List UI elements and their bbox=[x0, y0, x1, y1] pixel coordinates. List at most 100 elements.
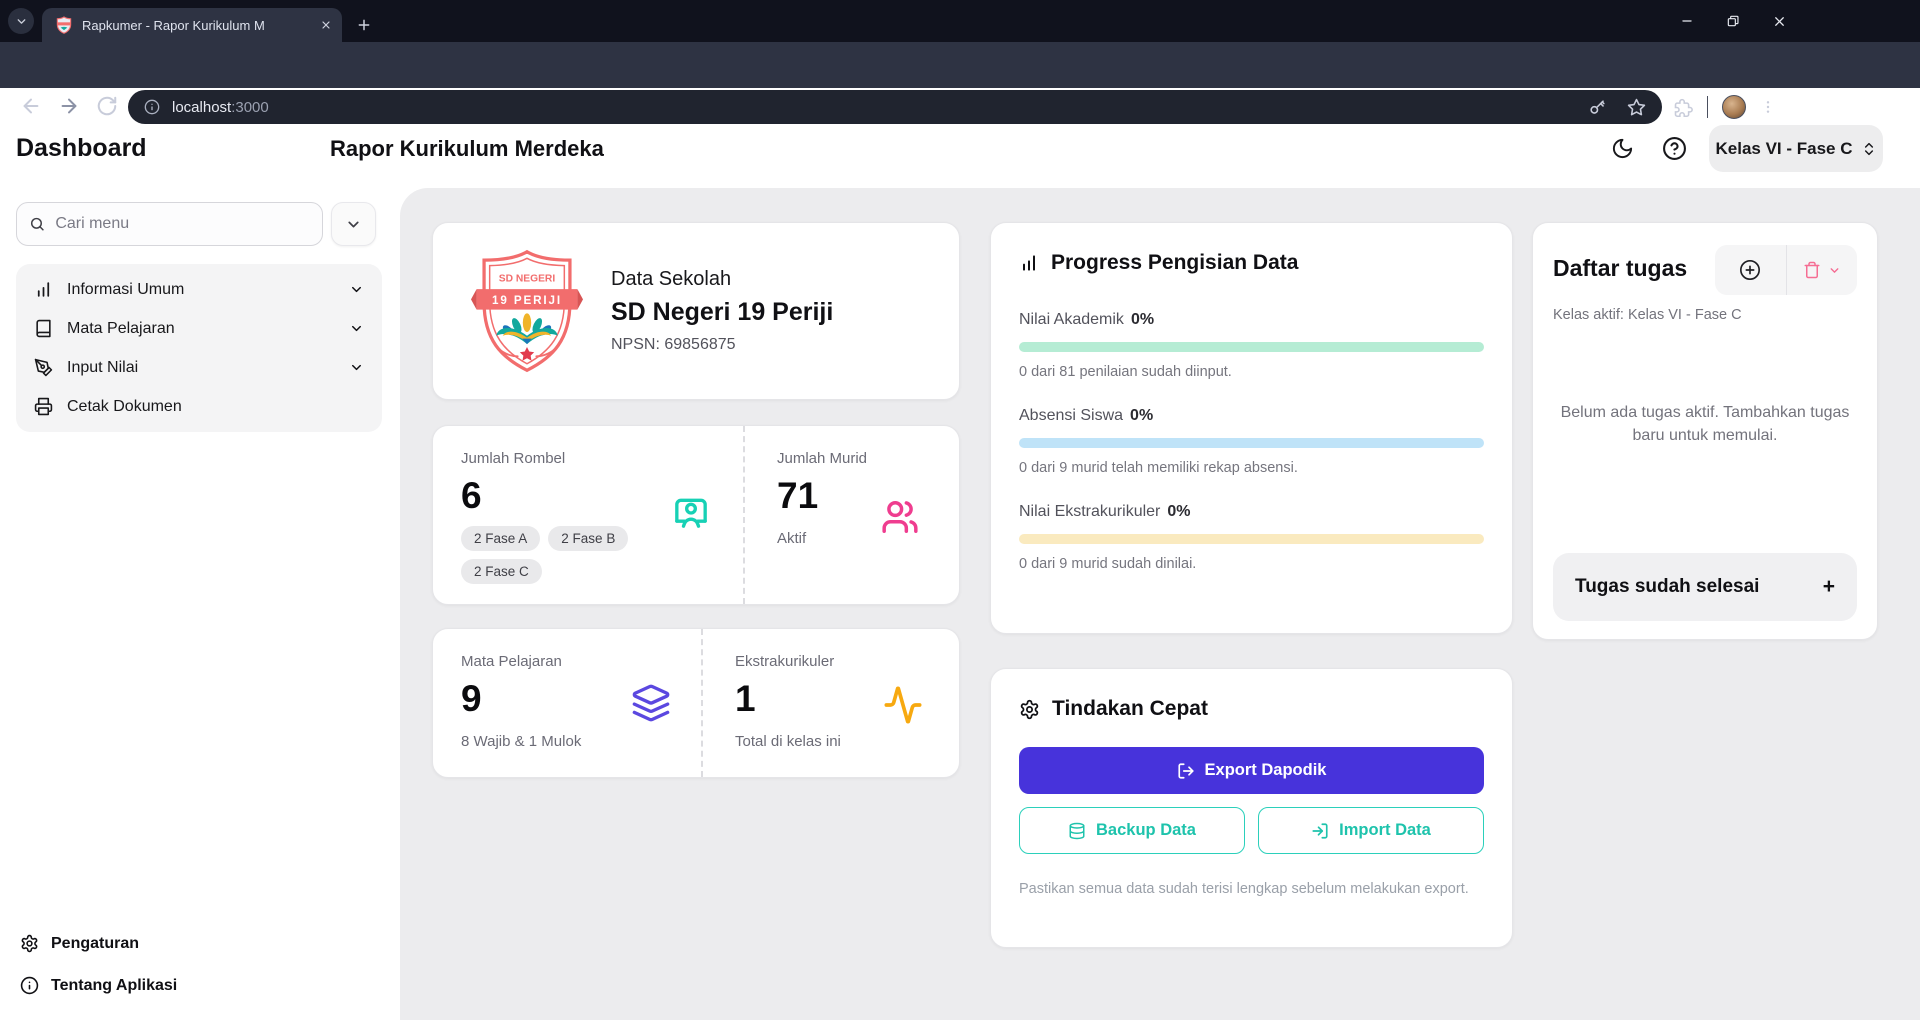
progress-item-ekstrakurikuler: Nilai Ekstrakurikuler 0% 0 dari 9 murid s… bbox=[1019, 503, 1484, 572]
info-icon bbox=[20, 976, 39, 995]
chevron-down-icon bbox=[349, 321, 364, 336]
class-selector[interactable]: Kelas VI - Fase C bbox=[1709, 125, 1883, 172]
stat-murid: Jumlah Murid 71 Aktif bbox=[743, 426, 959, 604]
search-input[interactable] bbox=[55, 215, 310, 233]
quick-actions-card: Tindakan Cepat Export Dapodik Backup Dat… bbox=[990, 668, 1513, 948]
chevron-down-icon bbox=[349, 360, 364, 375]
extensions-puzzle-icon[interactable] bbox=[1672, 97, 1693, 118]
site-info-icon[interactable] bbox=[144, 99, 160, 115]
delete-task-button[interactable] bbox=[1785, 245, 1858, 295]
back-icon[interactable] bbox=[20, 95, 42, 117]
main-content: SD NEGERI 19 PERIJI Data S bbox=[400, 188, 1920, 1020]
expand-plus-icon: + bbox=[1822, 575, 1835, 598]
progress-label: Nilai Ekstrakurikuler bbox=[1019, 503, 1161, 520]
backup-data-label: Backup Data bbox=[1096, 821, 1196, 839]
pen-tool-icon bbox=[34, 358, 53, 377]
menu-search[interactable] bbox=[16, 202, 323, 246]
import-data-button[interactable]: Import Data bbox=[1258, 807, 1484, 854]
search-icon bbox=[30, 217, 44, 231]
progress-caption: 0 dari 9 murid sudah dinilai. bbox=[1019, 556, 1197, 572]
import-icon bbox=[1312, 822, 1328, 839]
school-logo: SD NEGERI 19 PERIJI bbox=[471, 249, 583, 372]
tasks-card: Daftar tugas Kelas aktif: Kelas VI - Fas… bbox=[1532, 222, 1878, 640]
browser-toolbar: localhost:3000 bbox=[0, 42, 1920, 124]
window-restore-button[interactable] bbox=[1710, 0, 1756, 42]
logo-line2: 19 PERIJI bbox=[492, 294, 562, 307]
progress-label: Absensi Siswa bbox=[1019, 407, 1124, 424]
help-circle-icon bbox=[1662, 136, 1686, 160]
new-tab-button[interactable] bbox=[352, 13, 376, 37]
layers-icon bbox=[632, 684, 670, 722]
progress-label: Nilai Akademik bbox=[1019, 311, 1124, 328]
sidebar-item-input-nilai[interactable]: Input Nilai bbox=[24, 349, 374, 387]
stat-caption: Total di kelas ini bbox=[735, 733, 841, 750]
gear-icon bbox=[21, 934, 38, 953]
completed-tasks-toggle[interactable]: Tugas sudah selesai + bbox=[1553, 553, 1857, 621]
sidebar-footer-label: Tentang Aplikasi bbox=[51, 976, 178, 994]
sidebar-item-informasi-umum[interactable]: Informasi Umum bbox=[24, 271, 374, 309]
users-icon bbox=[882, 501, 918, 533]
progress-item-absensi: Absensi Siswa 0% 0 dari 9 murid telah mem… bbox=[1019, 407, 1484, 476]
chevrons-up-down-icon bbox=[1864, 142, 1873, 155]
sidebar-item-label: Input Nilai bbox=[67, 358, 139, 376]
logo-line1: SD NEGERI bbox=[499, 273, 556, 284]
url-host: localhost bbox=[172, 98, 232, 116]
stat-label: Ekstrakurikuler bbox=[735, 653, 835, 670]
stat-label: Jumlah Rombel bbox=[461, 450, 566, 467]
window-close-button[interactable] bbox=[1756, 0, 1802, 42]
progress-item-akademik: Nilai Akademik 0% 0 dari 81 penilaian sud… bbox=[1019, 311, 1484, 380]
fase-badge: 2 Fase B bbox=[548, 526, 629, 551]
sidebar-item-label: Informasi Umum bbox=[67, 280, 185, 298]
reload-icon[interactable] bbox=[96, 95, 118, 117]
stats-card-mapel-ekskul: Mata Pelajaran 9 8 Wajib & 1 Mulok Ekstr… bbox=[432, 628, 960, 778]
browser-tab-strip: Rapkumer - Rapor Kurikulum M bbox=[0, 0, 1920, 42]
address-bar[interactable]: localhost:3000 bbox=[128, 90, 1662, 124]
progress-card-header: Progress Pengisian Data bbox=[1019, 251, 1484, 275]
sidebar-item-cetak-dokumen[interactable]: Cetak Dokumen bbox=[24, 388, 374, 426]
progress-bar-ekstrakurikuler bbox=[1019, 534, 1484, 544]
sidebar-item-tentang-aplikasi[interactable]: Tentang Aplikasi bbox=[20, 976, 177, 995]
completed-tasks-label: Tugas sudah selesai bbox=[1575, 576, 1760, 597]
stat-value: 71 bbox=[777, 475, 819, 516]
sidebar-item-label: Cetak Dokumen bbox=[67, 397, 182, 415]
window-minimize-button[interactable] bbox=[1664, 0, 1710, 42]
browser-menu-icon[interactable] bbox=[1760, 99, 1776, 115]
bookmark-star-icon[interactable] bbox=[1627, 98, 1646, 117]
export-dapodik-button[interactable]: Export Dapodik bbox=[1019, 747, 1484, 794]
sidebar-item-mata-pelajaran[interactable]: Mata Pelajaran bbox=[24, 310, 374, 348]
help-button[interactable] bbox=[1656, 130, 1692, 166]
fase-badge: 2 Fase A bbox=[461, 526, 541, 551]
stat-label: Mata Pelajaran bbox=[461, 653, 562, 670]
fase-badge: 2 Fase C bbox=[461, 559, 542, 584]
school-card: SD NEGERI 19 PERIJI Data S bbox=[432, 222, 960, 400]
stat-value: 9 bbox=[461, 678, 482, 719]
sidebar-collapse-button[interactable] bbox=[331, 202, 376, 246]
sidebar-item-pengaturan[interactable]: Pengaturan bbox=[20, 934, 139, 953]
tab-search-button[interactable] bbox=[8, 8, 34, 34]
book-icon bbox=[36, 319, 51, 338]
password-key-icon[interactable] bbox=[1588, 98, 1607, 117]
browser-tab[interactable]: Rapkumer - Rapor Kurikulum M bbox=[42, 8, 342, 42]
progress-card-title: Progress Pengisian Data bbox=[1051, 251, 1299, 274]
profile-avatar[interactable] bbox=[1722, 95, 1746, 119]
backup-data-button[interactable]: Backup Data bbox=[1019, 807, 1245, 854]
tab-close-icon[interactable] bbox=[320, 19, 332, 31]
progress-bar-akademik bbox=[1019, 342, 1484, 352]
tasks-subtitle: Kelas aktif: Kelas VI - Fase C bbox=[1553, 307, 1742, 323]
moon-icon bbox=[1612, 138, 1632, 158]
progress-bar-absensi bbox=[1019, 438, 1484, 448]
progress-percent: 0% bbox=[1130, 311, 1155, 328]
add-task-button[interactable] bbox=[1715, 245, 1786, 295]
tasks-empty-state: Belum ada tugas aktif. Tambahkan tugas b… bbox=[1560, 404, 1850, 445]
sidebar-footer-label: Pengaturan bbox=[51, 934, 140, 952]
tab-title: Rapkumer - Rapor Kurikulum M bbox=[82, 17, 265, 33]
school-card-text: Data Sekolah SD Negeri 19 Periji NPSN: 6… bbox=[611, 268, 833, 354]
school-npsn: NPSN: 69856875 bbox=[611, 336, 736, 353]
url-port: :3000 bbox=[231, 98, 269, 116]
stat-mapel: Mata Pelajaran 9 8 Wajib & 1 Mulok bbox=[433, 629, 701, 777]
chevron-down-icon bbox=[348, 221, 359, 227]
dark-mode-button[interactable] bbox=[1604, 130, 1640, 166]
toolbar-separator bbox=[1707, 96, 1708, 118]
forward-icon[interactable] bbox=[58, 95, 80, 117]
url-text: localhost:3000 bbox=[172, 99, 269, 116]
